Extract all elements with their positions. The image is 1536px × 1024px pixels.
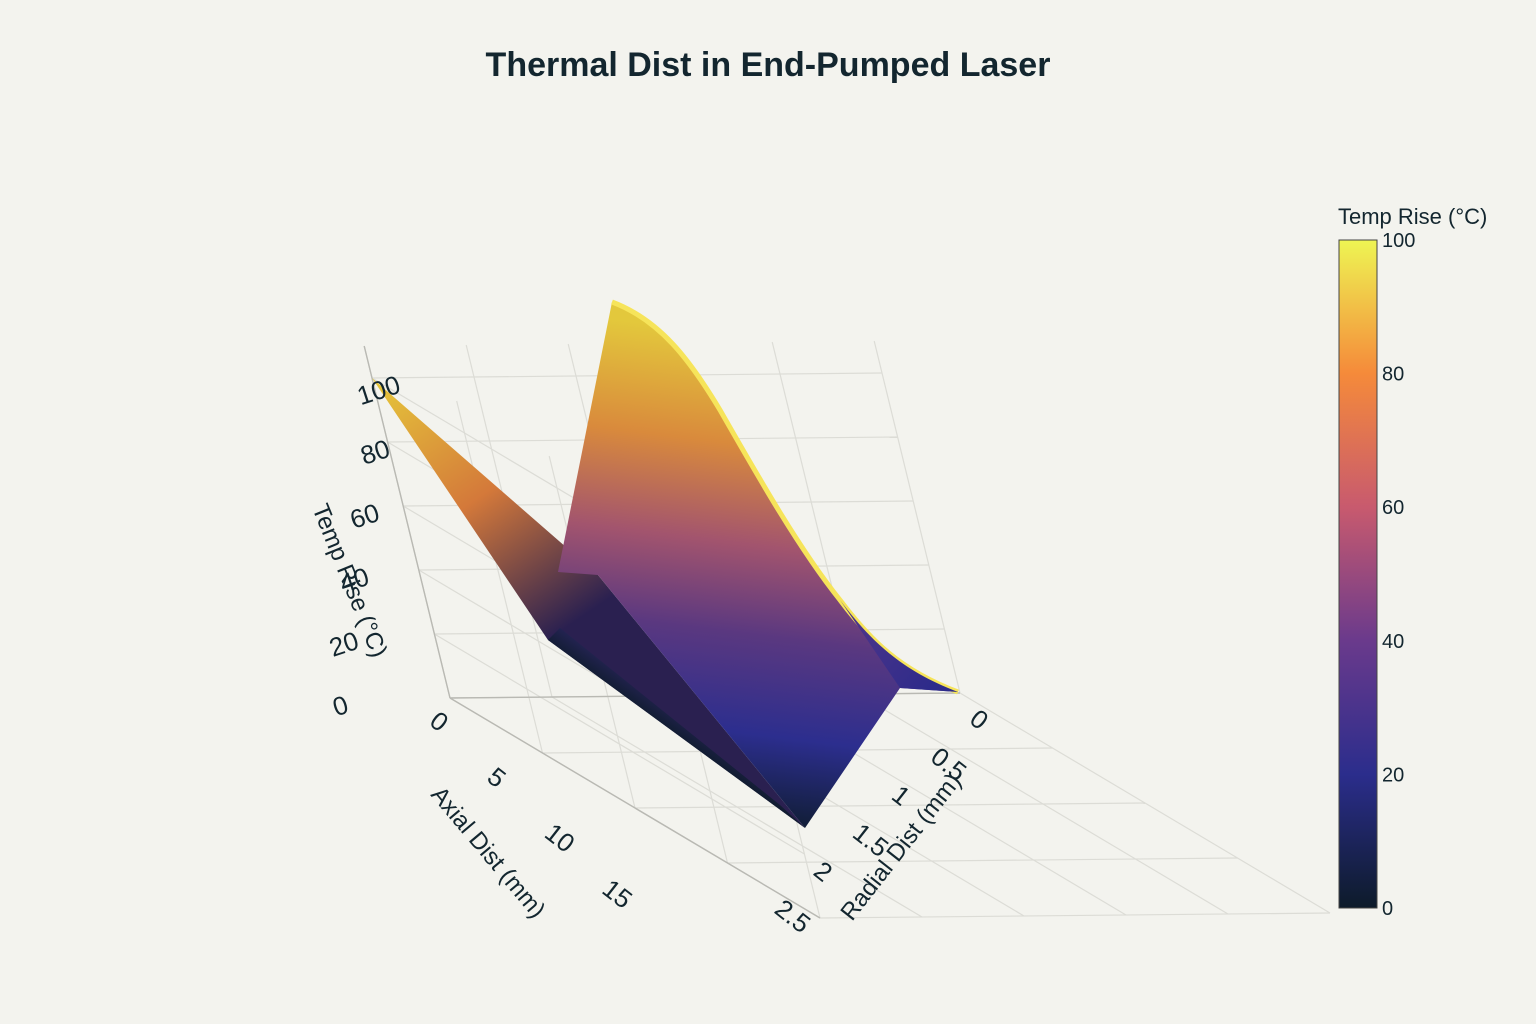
grid-line-floor-a [727, 857, 1238, 864]
chart-title: Thermal Dist in End-Pumped Laser [486, 46, 1051, 84]
surface-left-wall [372, 378, 805, 828]
x-tick-label: 2.5 [769, 893, 816, 939]
colorbar-tick-label: 20 [1382, 764, 1404, 786]
y-axis-line [449, 697, 821, 919]
colorbar-title: Temp Rise (°C) [1338, 204, 1487, 229]
grid-line-axial [456, 400, 544, 754]
surface-plot [372, 299, 959, 828]
x-tick-label: 2 [808, 855, 838, 888]
colorbar-tick-label: 60 [1382, 497, 1404, 519]
surface-left-underside [548, 628, 805, 828]
z-tick-label: 0 [329, 689, 352, 722]
y-tick-label: 15 [597, 873, 638, 914]
colorbar-tick-label: 40 [1382, 631, 1404, 653]
grid-line-floor-a [634, 802, 1146, 809]
z-tick-label: 80 [357, 433, 394, 470]
y-axis-title: Axial Dist (mm) [425, 782, 550, 924]
colorbar-gradient [1338, 239, 1378, 909]
grid-line-z-side [434, 633, 805, 855]
surface-main-face [558, 302, 958, 828]
x-tick-label: 0 [964, 703, 994, 736]
y-tick-label: 10 [539, 817, 580, 858]
colorbar-tick-label: 0 [1382, 898, 1393, 920]
y-tick-label: 0 [424, 705, 454, 738]
grid-line-floor-a [819, 912, 1331, 919]
grid-line-radial [873, 340, 961, 694]
surface-right-slope [840, 600, 958, 692]
z-tick-label: 60 [346, 497, 383, 534]
colorbar-ticks: 0 20 40 60 80 100 [1382, 230, 1415, 920]
colorbar-tick-label: 80 [1382, 364, 1404, 386]
z-axis-line [363, 345, 451, 699]
colorbar-tick-label: 100 [1382, 230, 1415, 252]
x-tick-label: 1 [886, 779, 916, 812]
y-tick-label: 5 [482, 761, 512, 794]
colorbar: Temp Rise (°C) 0 20 40 60 80 100 [1338, 204, 1487, 920]
